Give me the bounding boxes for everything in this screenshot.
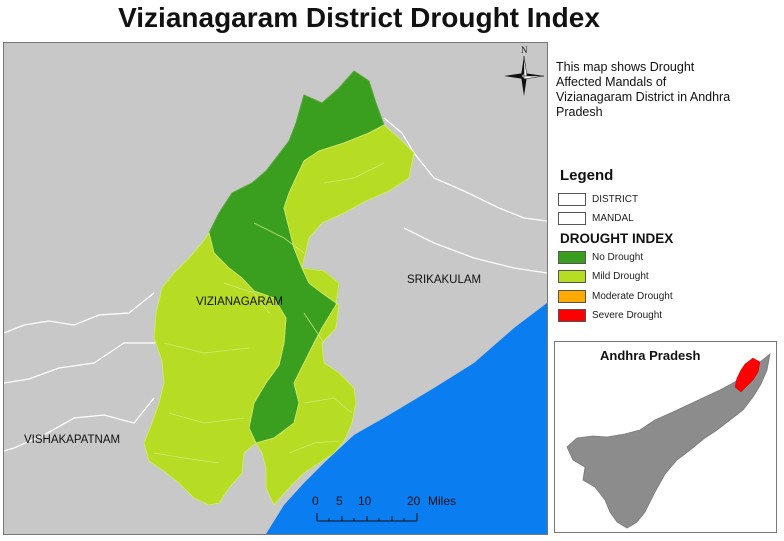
vizianagaram-highlight — [734, 357, 761, 393]
legend-title: Legend — [560, 167, 614, 184]
legend-label-severe-drought: Severe Drought — [592, 309, 663, 321]
legend-item-no-drought: No Drought — [558, 249, 643, 265]
bay-of-bengal-sea — [266, 303, 547, 534]
legend-label-mandal: MANDAL — [592, 212, 634, 224]
scale-tick-0: 0 — [312, 494, 319, 508]
legend-swatch-district — [558, 192, 586, 206]
label-vizianagaram: VIZIANAGARAM — [196, 296, 283, 308]
map-description: This map shows Drought Affected Mandals … — [556, 60, 731, 119]
legend-item-mandal: MANDAL — [558, 210, 634, 226]
district-boundaries — [4, 117, 547, 452]
north-arrow: N — [502, 44, 546, 100]
map-canvas: VIZIANAGARAM SRIKAKULAM VISHAKAPATNAM 0 … — [4, 70, 547, 534]
legend-item-severe-drought: Severe Drought — [558, 307, 662, 323]
legend-label-moderate-drought: Moderate Drought — [592, 290, 673, 302]
label-srikakulam: SRIKAKULAM — [407, 274, 481, 286]
scale-tick-20: 20 — [407, 494, 421, 508]
inset-map[interactable] — [554, 341, 777, 533]
map-title: Vizianagaram District Drought Index — [118, 2, 600, 33]
inset-title: Andhra Pradesh — [600, 348, 701, 363]
legend-swatch-severe-drought — [558, 308, 586, 322]
inset-canvas — [566, 353, 771, 529]
legend-label-no-drought: No Drought — [592, 251, 644, 263]
legend-item-mild-drought: Mild Drought — [558, 268, 649, 284]
north-letter: N — [521, 45, 528, 55]
scale-tick-5: 5 — [336, 494, 343, 508]
legend-swatch-no-drought — [558, 250, 586, 264]
district-mild-drought — [143, 124, 415, 506]
legend-item-moderate-drought: Moderate Drought — [558, 288, 673, 304]
main-map[interactable]: VIZIANAGARAM SRIKAKULAM VISHAKAPATNAM 0 … — [3, 42, 548, 535]
legend-swatch-mandal — [558, 211, 586, 225]
scale-bar: 0 5 10 20 Miles — [312, 494, 456, 522]
andhra-pradesh-shape — [566, 353, 771, 529]
scale-tick-10: 10 — [358, 494, 372, 508]
scale-unit: Miles — [428, 494, 456, 508]
label-vishakapatnam: VISHAKAPATNAM — [24, 434, 120, 446]
legend-swatch-mild-drought — [558, 269, 586, 283]
legend-swatch-moderate-drought — [558, 289, 586, 303]
mandal-boundaries — [153, 162, 385, 464]
compass-icon: N — [504, 45, 545, 96]
legend-item-district: DISTRICT — [558, 191, 638, 207]
legend-label-district: DISTRICT — [592, 193, 639, 205]
legend-label-mild-drought: Mild Drought — [592, 270, 649, 282]
drought-index-title: DROUGHT INDEX — [560, 231, 674, 246]
